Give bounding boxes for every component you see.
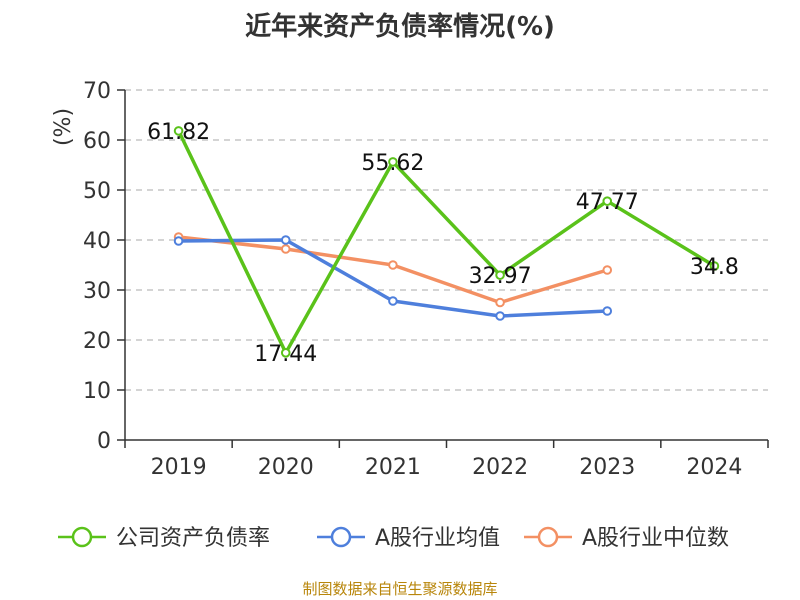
point-s2-2023 [602, 265, 613, 275]
data-label-2020: 17.44 [254, 342, 317, 367]
series-lines [173, 126, 720, 358]
y-tick-label-60: 60 [83, 129, 111, 154]
legend-marker-0 [71, 526, 93, 548]
point-s0-2020 [280, 348, 291, 358]
data-label-2019: 61.82 [147, 120, 210, 145]
data-label-2024: 34.8 [690, 255, 739, 280]
y-tick-label-0: 0 [97, 429, 111, 454]
legend-marker-1 [330, 526, 352, 548]
axes: 0 10 20 30 40 50 60 70 2019 2020 2021 2022 2023 2024 [83, 79, 769, 480]
point-s2-2020 [280, 244, 291, 254]
point-s0-2024 [709, 261, 720, 271]
point-s0-2022 [495, 270, 505, 280]
chart-title: 近年来资产负债率情况(%) [245, 12, 555, 42]
series-line-0 [177, 130, 716, 355]
x-tick-label-2021: 2021 [365, 455, 421, 480]
legend-label-0: 公司资产负债率 [116, 526, 270, 551]
point-s1-2023 [602, 306, 613, 316]
data-label-2023: 47.77 [576, 190, 639, 215]
point-s0-2023 [602, 196, 613, 206]
x-tick-label-2023: 2023 [579, 455, 635, 480]
y-tick-label-10: 10 [83, 379, 111, 404]
y-tick-label-40: 40 [83, 229, 111, 254]
point-s0-2021 [388, 157, 398, 167]
x-tick-label-2020: 2020 [258, 455, 314, 480]
x-tick-label-2019: 2019 [151, 455, 207, 480]
y-tick-label-20: 20 [83, 329, 111, 354]
point-s1-2019 [173, 236, 184, 246]
point-s1-2022 [495, 311, 505, 321]
data-label-2021: 55.62 [361, 151, 424, 176]
data-labels: 61.82 17.44 55.62 32.97 47.77 34.8 [147, 120, 739, 367]
y-tick-label-30: 30 [83, 279, 111, 304]
legend: 公司资产负债率 A股行业均值 A股行业中位数 [58, 526, 729, 551]
x-tick-label-2024: 2024 [686, 455, 742, 480]
y-tick-label-50: 50 [83, 179, 111, 204]
y-tick-label-70: 70 [83, 79, 111, 104]
legend-label-2: A股行业中位数 [582, 526, 729, 551]
y-axis-unit-label: (%) [51, 108, 76, 146]
point-s2-2021 [388, 260, 398, 270]
data-label-2022: 32.97 [469, 264, 532, 289]
point-s1-2020 [280, 235, 291, 245]
point-s1-2021 [388, 296, 398, 306]
point-s2-2022 [495, 297, 505, 308]
source-note: 制图数据来自恒生聚源数据库 [302, 580, 498, 598]
legend-label-1: A股行业均值 [375, 526, 500, 551]
point-s0-2019 [173, 126, 184, 136]
grid-lines [125, 89, 768, 391]
legend-marker-2 [537, 526, 559, 548]
x-tick-label-2022: 2022 [472, 455, 528, 480]
